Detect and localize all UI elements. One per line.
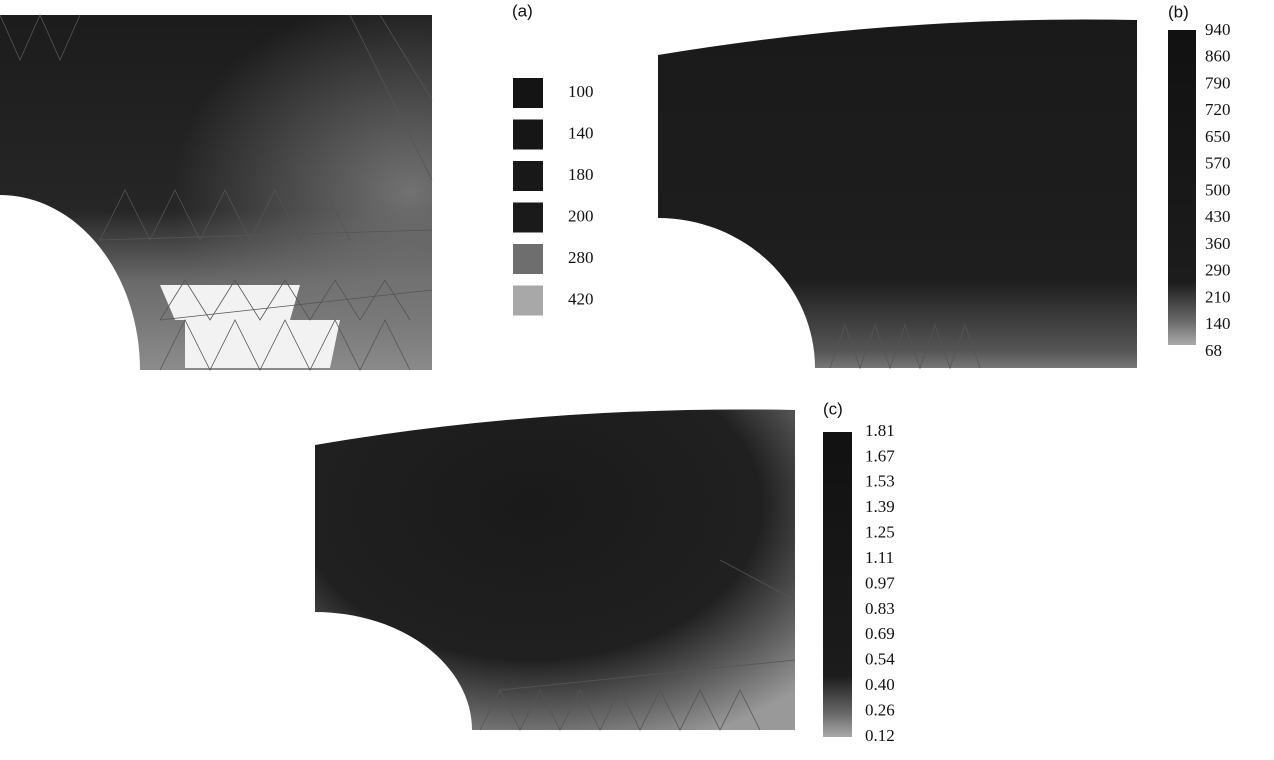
legend-label: 68 [1205, 341, 1222, 360]
legend-label: 180 [568, 165, 594, 184]
legend-label: 0.12 [865, 726, 895, 745]
legend-swatch [513, 203, 543, 233]
legend-swatch [513, 78, 543, 108]
plate-c [315, 409, 795, 730]
figure: (a) (b) (c) 100 140 180 200 280 420 940 860 790 7… [0, 0, 1274, 760]
legend-label: 430 [1205, 207, 1231, 226]
legend-label: 360 [1205, 234, 1231, 253]
legend-label: 0.97 [865, 573, 895, 592]
legend-label: 0.54 [865, 650, 895, 669]
legend-label: 1.67 [865, 446, 895, 465]
legend-label: 100 [568, 82, 594, 101]
legend-label: 500 [1205, 180, 1231, 199]
legend-label: 720 [1205, 100, 1231, 119]
legend-label: 0.69 [865, 624, 895, 643]
legend-swatch [513, 161, 543, 191]
legend-label: 570 [1205, 154, 1231, 173]
legend-label: 0.83 [865, 599, 895, 618]
legend-swatch [513, 120, 543, 150]
panel-label: (c) [823, 399, 843, 418]
legend-label: 140 [1205, 314, 1231, 333]
legend-label: 860 [1205, 47, 1231, 66]
legend-label: 0.40 [865, 675, 895, 694]
legend-label: 790 [1205, 73, 1231, 92]
legend-swatch [513, 244, 543, 274]
legend-label: 420 [568, 289, 594, 308]
legend-label: 650 [1205, 127, 1231, 146]
legend-label: 290 [1205, 261, 1231, 280]
legend-label: 0.26 [865, 700, 895, 719]
legend-label: 210 [1205, 287, 1231, 306]
panel-label: (b) [1168, 2, 1189, 21]
legend-label: 1.11 [865, 548, 894, 567]
legend-label: 1.25 [865, 523, 895, 542]
legend-label: 1.81 [865, 421, 895, 440]
legend-label: 140 [568, 123, 594, 142]
legend-label: 280 [568, 248, 594, 267]
legend-label: 200 [568, 206, 594, 225]
legend-label: 940 [1205, 20, 1231, 39]
color-bar [1168, 30, 1196, 345]
plate-b [658, 19, 1137, 368]
legend-label: 1.53 [865, 472, 895, 491]
legend-swatch [513, 286, 543, 316]
legend-label: 1.39 [865, 497, 895, 516]
panel-label: (a) [512, 1, 533, 20]
color-bar [823, 432, 852, 737]
